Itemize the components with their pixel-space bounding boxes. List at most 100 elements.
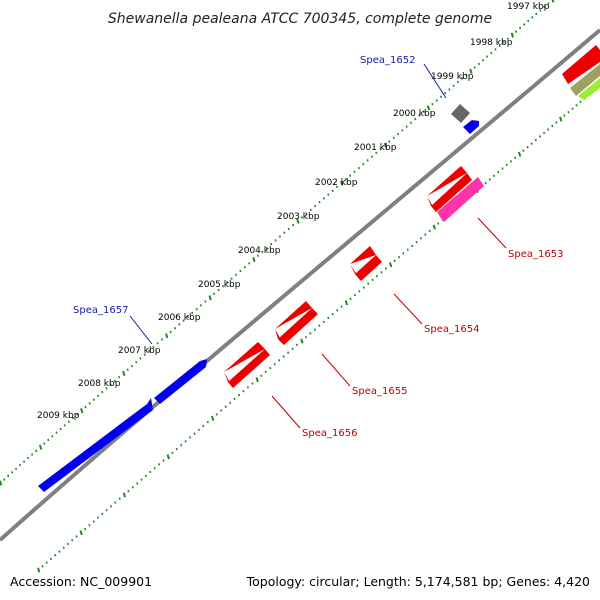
inner-tick-68 [336, 309, 339, 312]
inner-tick-12 [88, 523, 91, 527]
inner-tick-59 [295, 343, 299, 347]
outer-tick-95 [405, 125, 408, 128]
outer-tick-102 [435, 99, 438, 102]
outer-tick-58 [243, 265, 246, 269]
outer-tick-36 [148, 349, 151, 353]
inner-tick-103 [488, 178, 491, 181]
outer-tick-49 [204, 300, 207, 303]
inner-tick-104 [492, 174, 496, 178]
inner-tick-9 [75, 535, 78, 538]
outer-tick-12 [47, 438, 50, 442]
inner-tick-41 [215, 413, 218, 416]
inner-tick-61 [304, 335, 308, 339]
outer-tick-77 [327, 193, 330, 196]
outer-tick-107 [456, 80, 459, 84]
outer-tick-70 [296, 218, 300, 224]
inner-tick-62 [309, 332, 312, 335]
outer-tick-89 [379, 147, 382, 151]
inner-tick-110 [517, 151, 522, 157]
gene-arrow-edge-olive[interactable] [570, 64, 600, 96]
outer-tick-117 [498, 44, 501, 48]
gene-label-spea-1655[interactable]: Spea_1655 [352, 386, 407, 397]
inner-tick-22 [131, 486, 134, 489]
gene-label-spea-1654[interactable]: Spea_1654 [424, 324, 479, 335]
inner-tick-1 [41, 565, 44, 568]
gene-arrow-spea-1656-forward[interactable] [154, 359, 207, 404]
inner-tick-31 [171, 451, 174, 455]
outer-tick-79 [335, 185, 339, 189]
inner-tick-3 [49, 557, 52, 561]
outer-tick-103 [439, 95, 442, 99]
outer-tick-122 [519, 26, 522, 30]
outer-tick-0 [0, 480, 3, 486]
outer-tick-82 [349, 174, 352, 177]
outer-tick-73 [309, 208, 312, 212]
outer-tick-38 [156, 342, 159, 345]
gene-arrow-spea-1656[interactable] [224, 342, 270, 388]
leader-line-spea-1652 [423, 63, 447, 99]
gene-label-spea-1653[interactable]: Spea_1653 [508, 249, 563, 260]
inner-tick-53 [269, 366, 272, 370]
inner-tick-54 [273, 362, 276, 366]
outer-tick-105 [448, 88, 451, 91]
tick-label-1997: 1997 kbp [507, 2, 550, 12]
map-title: Shewanella pealeana ATCC 700345, complet… [108, 11, 492, 27]
reverse-strand-genes [224, 45, 600, 388]
gene-arrow-edge-lime[interactable] [578, 78, 600, 100]
forward-strand-genes [38, 120, 479, 492]
inner-tick-40 [211, 415, 215, 421]
inner-tick-64 [318, 324, 321, 327]
outer-tick-27 [109, 383, 112, 386]
outer-tick-71 [300, 216, 303, 219]
tick-label-2009: 2009 kbp [37, 411, 80, 421]
tick-labels: 1997 kbp 1998 kbp 1999 kbp 2000 kbp 2001… [37, 2, 550, 421]
outer-tick-11 [43, 442, 46, 445]
outer-tick-60 [252, 257, 256, 263]
gene-label-spea-1652[interactable]: Spea_1652 [360, 55, 415, 66]
gene-arrow-spea-1657[interactable] [38, 398, 153, 492]
outer-tick-50 [208, 295, 212, 301]
inner-tick-121 [563, 114, 566, 117]
outer-tick-72 [305, 212, 308, 215]
inner-tick-10 [79, 530, 83, 536]
gene-arrow-spea-1655[interactable] [275, 301, 318, 345]
inner-tick-33 [180, 443, 183, 447]
inner-tick-27 [153, 466, 156, 470]
gene-arrow-spea-1652[interactable] [463, 120, 479, 134]
leader-line-spea-1657 [129, 315, 153, 345]
inner-tick-112 [526, 145, 529, 149]
inner-tick-30 [166, 454, 170, 460]
outer-tick-86 [366, 159, 369, 162]
gene-arrow-edge-red[interactable] [562, 45, 600, 84]
outer-tick-19 [76, 413, 79, 416]
outer-tick-41 [169, 330, 172, 334]
gene-arrow-spea-1653-red[interactable] [427, 166, 472, 212]
outer-tick-65 [274, 239, 277, 242]
inner-tick-69 [340, 305, 343, 308]
outer-tick-40 [165, 333, 169, 339]
accession-text: Accession: NC_009901 [10, 574, 152, 589]
outer-tick-61 [256, 254, 260, 257]
outer-tick-125 [531, 16, 534, 19]
outer-tick-69 [292, 223, 295, 227]
gene-label-spea-1657[interactable]: Spea_1657 [73, 305, 128, 316]
inner-tick-118 [551, 124, 554, 128]
inner-tick-42 [220, 409, 223, 412]
gene-label-spea-1656[interactable]: Spea_1656 [302, 428, 357, 439]
tick-label-2005: 2005 kbp [198, 280, 241, 290]
inner-tick-38 [202, 424, 205, 428]
inner-tick-52 [264, 370, 267, 374]
inner-tick-19 [118, 497, 121, 500]
inner-tick-21 [127, 489, 130, 493]
gene-arrow-spea-1654[interactable] [350, 246, 382, 281]
gene-box-gray[interactable] [451, 104, 470, 123]
outer-tick-15 [59, 427, 62, 431]
inner-tick-108 [509, 160, 512, 163]
inner-tick-29 [162, 459, 165, 462]
outer-tick-114 [486, 55, 489, 58]
gene-arrow-spea-1653[interactable] [437, 177, 484, 222]
inner-tick-105 [497, 170, 500, 174]
outer-tick-118 [502, 41, 505, 44]
inner-tick-43 [224, 405, 227, 408]
